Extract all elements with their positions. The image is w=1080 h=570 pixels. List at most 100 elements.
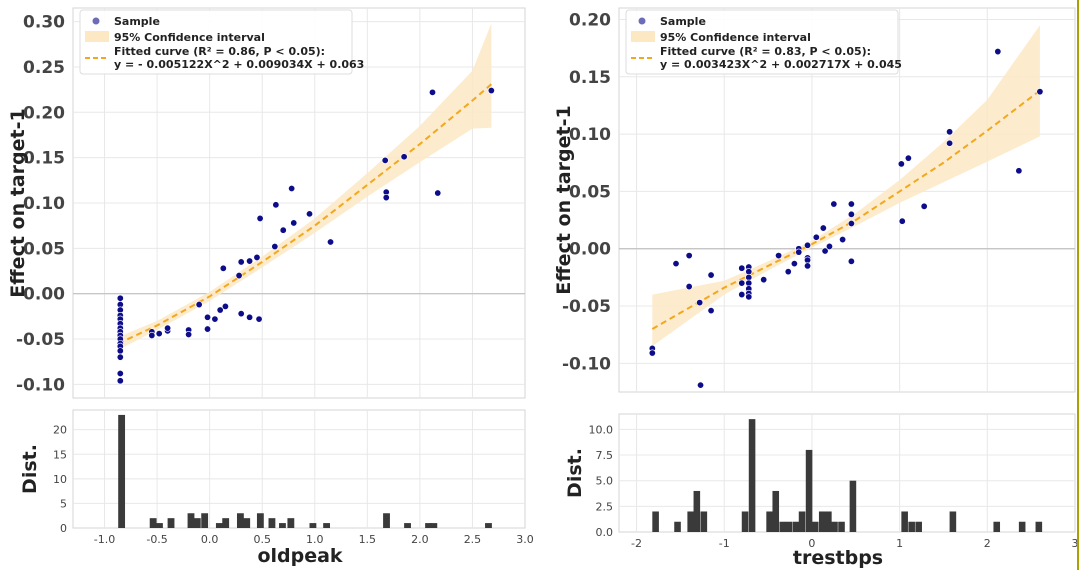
legend-sample-marker: [638, 17, 646, 25]
histogram-bar: [167, 518, 175, 528]
y-tick-label: 0.20: [23, 103, 65, 123]
data-point: [116, 353, 124, 361]
x-axis-label: oldpeak: [257, 545, 342, 567]
histogram-bar: [256, 513, 264, 528]
data-point: [1036, 88, 1044, 96]
histogram-bar: [908, 521, 915, 532]
data-point: [825, 242, 833, 250]
data-point: [246, 313, 254, 321]
x-tick-label: 2.5: [464, 533, 482, 546]
histogram-bar: [849, 480, 857, 532]
data-point: [830, 200, 838, 208]
histogram-bar: [201, 513, 209, 528]
data-point: [306, 210, 314, 218]
data-point: [946, 128, 954, 136]
data-point: [256, 214, 264, 222]
histogram-bar: [243, 518, 251, 528]
histogram-bar: [236, 513, 244, 528]
data-point: [847, 257, 855, 265]
legend-fit-equation: y = - 0.005122X^2 + 0.009034X + 0.063: [114, 58, 364, 71]
histogram-bar: [674, 521, 681, 532]
data-point: [898, 217, 906, 225]
histogram-bar: [215, 523, 223, 528]
data-point: [237, 310, 245, 318]
histogram-bar: [811, 521, 819, 532]
y-tick-label: 0.10: [569, 125, 611, 145]
histogram-bar: [949, 511, 957, 532]
histogram-bar: [785, 521, 793, 532]
histogram-bar: [993, 521, 1001, 532]
histogram-bar: [118, 414, 126, 528]
data-point: [216, 306, 224, 314]
x-tick-label: 0: [808, 537, 815, 550]
data-point: [279, 226, 287, 234]
histogram-bar: [425, 523, 432, 528]
x-tick-label: -0.5: [146, 533, 167, 546]
y-axis-label: Effect on target-1: [7, 108, 29, 297]
data-point: [148, 331, 156, 339]
y-tick-label: 0.00: [23, 285, 65, 305]
x-tick-label: 2.0: [411, 533, 429, 546]
data-point: [804, 241, 812, 249]
data-point: [696, 299, 704, 307]
data-point: [327, 238, 335, 246]
histogram-bar: [404, 523, 411, 528]
histogram-bar: [287, 518, 295, 528]
y-tick-label: -0.05: [562, 297, 611, 317]
histogram-bar: [149, 518, 157, 528]
data-point: [685, 252, 693, 260]
histogram-bar: [741, 511, 749, 532]
histogram-bar: [693, 490, 701, 532]
histogram-bar: [222, 518, 230, 528]
data-point: [904, 154, 912, 162]
data-point: [821, 247, 829, 255]
fitted-curve: [651, 89, 1041, 330]
data-point: [839, 236, 847, 244]
legend-ci-label: 95% Confidence interval: [114, 31, 265, 44]
histogram-bar: [268, 518, 276, 528]
hist-y-tick-label: 20: [53, 424, 67, 437]
histogram-bar: [1035, 521, 1043, 532]
data-point: [745, 293, 753, 301]
data-point: [920, 202, 928, 210]
data-point: [738, 291, 746, 299]
histogram-bar: [818, 511, 826, 532]
histogram-bar: [323, 523, 331, 528]
y-tick-label: -0.10: [16, 375, 65, 395]
legend-sample-marker: [92, 17, 100, 25]
data-point: [211, 315, 219, 323]
hist-y-tick-label: 7.5: [596, 449, 614, 462]
data-point: [760, 276, 768, 284]
data-point: [381, 156, 389, 164]
histogram-bar: [779, 521, 787, 532]
data-point: [685, 283, 693, 291]
histogram-bar: [652, 511, 659, 532]
fitted-curve: [117, 83, 493, 345]
x-tick-label: 1.0: [306, 533, 324, 546]
data-point: [847, 200, 855, 208]
hist-y-tick-label: 5.0: [596, 475, 614, 488]
data-point: [116, 294, 124, 302]
x-tick-label: 0.0: [201, 533, 219, 546]
histogram-bar: [825, 511, 832, 532]
y-tick-label: -0.05: [16, 330, 65, 350]
x-tick-label: 1.5: [359, 533, 377, 546]
histogram-bar: [430, 523, 438, 528]
y-tick-label: 0.05: [569, 182, 611, 202]
histogram-bar: [187, 513, 195, 528]
data-point: [434, 189, 442, 197]
data-point: [164, 324, 172, 332]
data-point: [219, 264, 227, 272]
histogram-bar: [383, 513, 390, 528]
histogram-bar: [772, 490, 780, 532]
histogram-bar: [766, 511, 773, 532]
data-point: [272, 201, 280, 209]
hist-y-tick-label: 15: [53, 448, 67, 461]
histogram-bar: [193, 518, 201, 528]
data-point: [487, 87, 495, 95]
y-tick-label: 0.10: [23, 194, 65, 214]
data-point: [271, 243, 279, 251]
data-point: [812, 233, 820, 241]
histogram-bar: [792, 521, 800, 532]
data-point: [847, 210, 855, 218]
